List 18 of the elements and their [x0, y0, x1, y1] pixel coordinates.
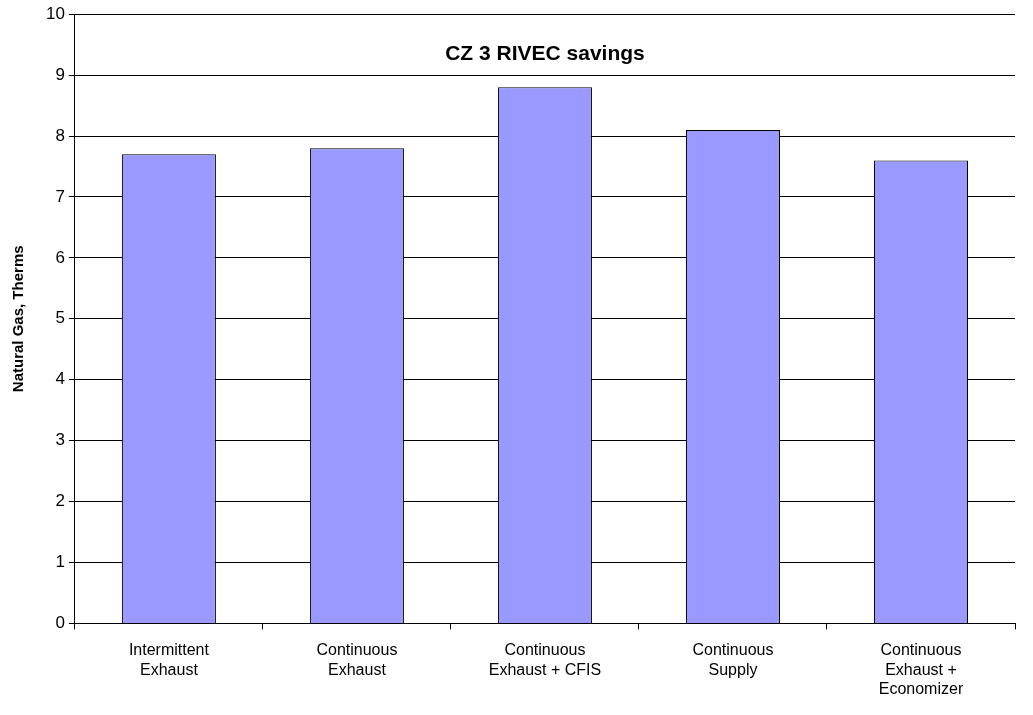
x-tick-label: Continuous Supply: [692, 641, 774, 678]
x-tick-label: Continuous Exhaust + CFIS: [488, 641, 602, 678]
y-tick-label: 4: [55, 369, 65, 389]
y-tick-label: 6: [55, 247, 65, 267]
x-tick-label: Continuous Exhaust + Economizer: [878, 641, 964, 697]
y-tick-label: 2: [55, 491, 65, 511]
y-tick-label: 10: [45, 3, 65, 23]
x-tick-label: Continuous Exhaust: [316, 641, 398, 678]
text: CZ 3 RIVEC savings: [445, 41, 645, 64]
y-tick-label: 7: [55, 186, 65, 206]
y-tick-label: 8: [55, 125, 65, 145]
y-tick-label: 3: [55, 430, 65, 450]
y-tick-label: 1: [55, 552, 65, 572]
x-tick-label: Intermittent Exhaust: [128, 641, 210, 678]
y-tick-label: 0: [55, 613, 65, 633]
y-tick-label: 9: [55, 64, 65, 84]
y-tick-label: 5: [55, 308, 65, 328]
y-axis-title: Natural Gas, Therms: [9, 245, 27, 393]
